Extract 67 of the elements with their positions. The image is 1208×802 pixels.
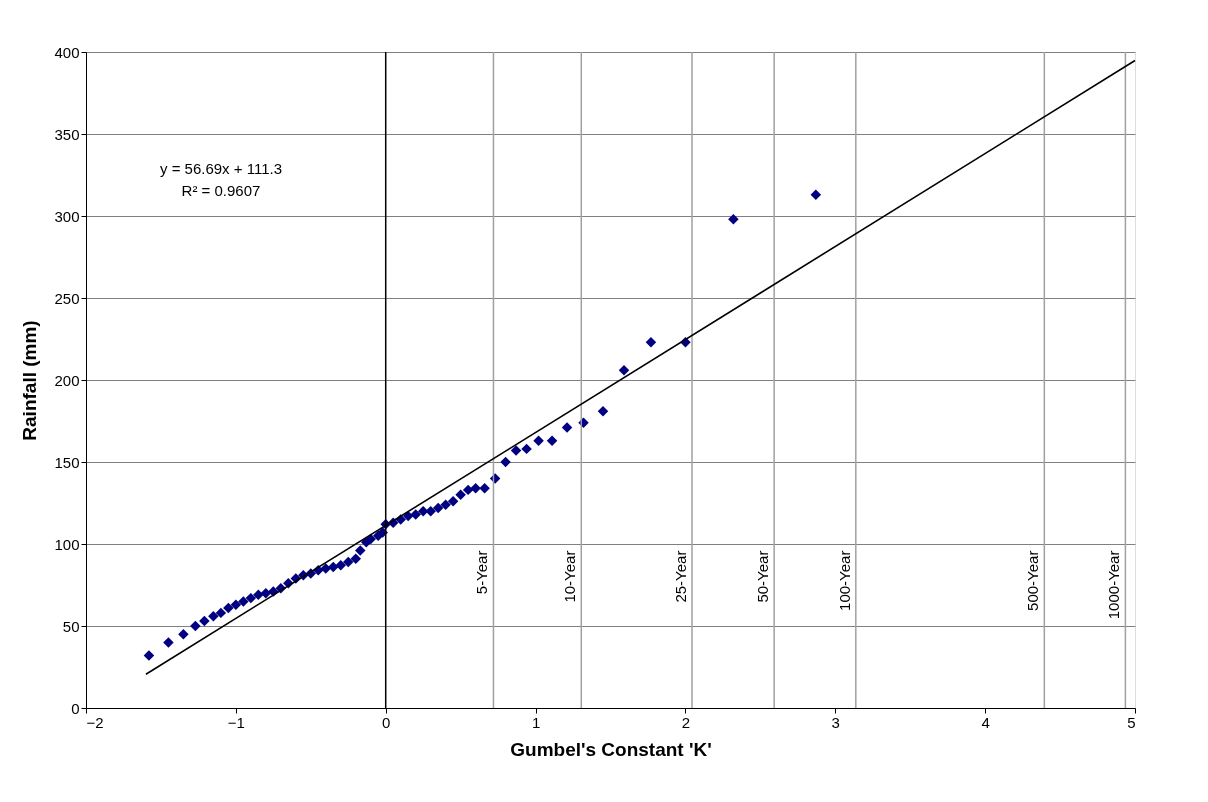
point <box>533 435 544 446</box>
point <box>645 337 657 348</box>
x-tick-label: 3 <box>831 713 840 731</box>
x-tick-label: 5 <box>1127 713 1136 731</box>
y-axis-title: Rainfall (mm) <box>19 320 41 441</box>
point <box>455 489 466 501</box>
point <box>597 405 609 417</box>
point <box>215 607 227 619</box>
point <box>199 615 210 627</box>
x-tick-label: 1 <box>531 713 541 731</box>
x-tick-label: −1 <box>227 713 245 731</box>
point <box>410 509 421 520</box>
ref-line-label: 5-Year <box>473 550 491 595</box>
point <box>245 592 257 604</box>
point <box>208 610 219 622</box>
y-tick-label: 400 <box>54 43 80 61</box>
x-tick-label: 4 <box>981 713 990 731</box>
point <box>479 483 490 494</box>
y-tick-label: 200 <box>54 371 80 389</box>
point <box>253 589 264 601</box>
y-tick-label: 250 <box>54 289 80 307</box>
x-tick-label: 2 <box>681 713 691 731</box>
point <box>728 214 739 225</box>
x-tick-label: 0 <box>382 713 391 731</box>
ref-line-label: 500-Year <box>1024 550 1042 611</box>
y-tick-label: 0 <box>71 699 80 717</box>
point <box>178 628 189 640</box>
point <box>470 483 481 494</box>
y-tick-label: 150 <box>54 453 80 471</box>
point <box>462 484 474 496</box>
point <box>143 650 155 661</box>
ref-line-label: 100-Year <box>835 550 853 611</box>
ref-line-label: 10-Year <box>561 550 579 603</box>
point <box>328 561 339 573</box>
point <box>260 587 272 599</box>
ref-line-label: 1000-Year <box>1105 550 1123 620</box>
point <box>230 599 242 610</box>
point <box>354 545 366 556</box>
point <box>546 435 558 446</box>
y-tick-label: 300 <box>54 207 80 225</box>
point <box>425 505 436 517</box>
y-tick-label: 50 <box>62 617 80 635</box>
point <box>343 556 354 568</box>
point <box>618 364 630 376</box>
point <box>335 560 346 571</box>
point <box>810 189 822 200</box>
point <box>190 620 201 632</box>
ref-line-label: 25-Year <box>672 550 690 603</box>
annotation: R² = 0.9607 <box>181 182 261 199</box>
point <box>320 563 332 574</box>
point <box>238 596 249 607</box>
point <box>500 456 511 468</box>
x-tick-label: −2 <box>86 713 104 731</box>
point <box>447 496 459 507</box>
point <box>440 499 451 510</box>
point <box>163 637 174 648</box>
y-tick-label: 100 <box>54 535 80 553</box>
annotation: y = 56.69x + 111.3 <box>159 160 283 177</box>
point <box>521 443 532 455</box>
point <box>510 445 522 456</box>
y-tick-label: 350 <box>54 125 80 143</box>
x-axis-title: Gumbel's Constant 'K' <box>510 738 712 760</box>
point <box>561 422 573 433</box>
ref-line-label: 50-Year <box>754 550 772 603</box>
point <box>432 502 444 514</box>
point <box>223 602 234 614</box>
point <box>350 553 361 564</box>
